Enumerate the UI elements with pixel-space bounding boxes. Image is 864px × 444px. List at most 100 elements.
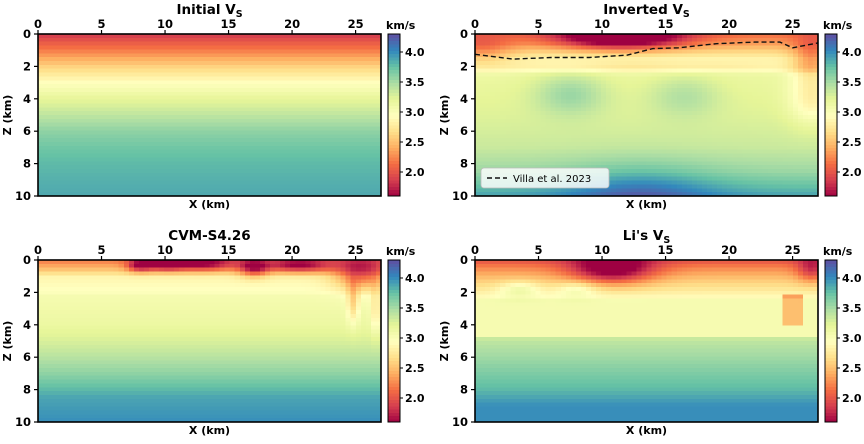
heatmap-cell	[707, 38, 713, 42]
heatmap-cell	[73, 157, 79, 161]
heatmap-cell	[641, 130, 647, 134]
heatmap-cell	[270, 57, 276, 61]
heatmap-cell	[88, 184, 94, 188]
heatmap-cell	[139, 46, 145, 50]
heatmap-cell	[88, 134, 94, 138]
heatmap-cell	[104, 188, 110, 192]
heatmap-cell	[541, 119, 547, 123]
heatmap-cell	[260, 111, 266, 115]
heatmap-cell	[139, 53, 145, 57]
heatmap-cell	[204, 38, 210, 42]
heatmap-cell	[250, 111, 256, 115]
heatmap-cell	[336, 96, 342, 100]
heatmap-cell	[485, 115, 491, 119]
heatmap-cell	[104, 115, 110, 119]
heatmap-cell	[38, 146, 44, 150]
heatmap-cell	[571, 84, 577, 88]
heatmap-cell	[310, 92, 316, 96]
heatmap-cell	[169, 161, 175, 165]
heatmap-cell	[326, 184, 332, 188]
heatmap-cell	[475, 134, 481, 138]
heatmap-cell	[641, 142, 647, 146]
heatmap-cell	[808, 100, 814, 104]
heatmap-cell	[260, 173, 266, 177]
heatmap-cell	[290, 69, 296, 73]
heatmap-cell	[139, 80, 145, 84]
heatmap-cell	[361, 46, 367, 50]
heatmap-cell	[230, 134, 236, 138]
heatmap-cell	[204, 100, 210, 104]
heatmap-cell	[194, 65, 200, 69]
heatmap-cell	[475, 57, 481, 61]
heatmap-cell	[763, 127, 769, 131]
heatmap-cell	[129, 150, 135, 154]
heatmap-cell	[275, 92, 281, 96]
heatmap-cell	[68, 142, 74, 146]
heatmap-cell	[114, 42, 120, 46]
heatmap-cell	[210, 146, 216, 150]
heatmap-cell	[164, 134, 170, 138]
heatmap-cell	[351, 69, 357, 73]
heatmap-cell	[712, 146, 718, 150]
heatmap-cell	[88, 181, 94, 185]
heatmap-cell	[647, 92, 653, 96]
heatmap-cell	[129, 169, 135, 173]
heatmap-cell	[626, 100, 632, 104]
heatmap-cell	[255, 123, 261, 127]
heatmap-cell	[636, 115, 642, 119]
heatmap-cell	[662, 57, 668, 61]
heatmap-cell	[260, 169, 266, 173]
heatmap-cell	[747, 73, 753, 77]
heatmap-cell	[742, 103, 748, 107]
heatmap-cell	[601, 61, 607, 65]
heatmap-cell	[356, 84, 362, 88]
heatmap-cell	[778, 96, 784, 100]
heatmap-cell	[692, 96, 698, 100]
heatmap-cell	[305, 96, 311, 100]
heatmap-cell	[129, 38, 135, 42]
heatmap-cell	[149, 127, 155, 131]
heatmap-cell	[119, 146, 125, 150]
heatmap-cell	[194, 100, 200, 104]
heatmap-cell	[310, 49, 316, 53]
heatmap-cell	[169, 150, 175, 154]
heatmap-cell	[230, 157, 236, 161]
heatmap-cell	[546, 73, 552, 77]
heatmap-cell	[78, 165, 84, 169]
x-tick-label: 20	[284, 17, 300, 31]
heatmap-cell	[245, 76, 251, 80]
heatmap-cell	[154, 138, 160, 142]
heatmap-cell	[702, 76, 708, 80]
heatmap-cell	[331, 107, 337, 111]
heatmap-cell	[63, 69, 69, 73]
heatmap-cell	[315, 92, 321, 96]
heatmap-cell	[58, 88, 64, 92]
heatmap-cell	[320, 69, 326, 73]
heatmap-cell	[341, 65, 347, 69]
heatmap-cell	[104, 103, 110, 107]
heatmap-cell	[702, 115, 708, 119]
heatmap-cell	[475, 84, 481, 88]
heatmap-cell	[566, 88, 572, 92]
heatmap-cell	[310, 100, 316, 104]
heatmap-cell	[371, 53, 377, 57]
heatmap-cell	[119, 154, 125, 158]
heatmap-cell	[250, 127, 256, 131]
heatmap-cell	[667, 146, 673, 150]
heatmap-cell	[199, 150, 205, 154]
heatmap-cell	[93, 73, 99, 77]
heatmap-cell	[48, 100, 54, 104]
heatmap-cell	[270, 69, 276, 73]
heatmap-cell	[616, 138, 622, 142]
heatmap-cell	[159, 103, 165, 107]
heatmap-cell	[199, 119, 205, 123]
heatmap-cell	[596, 65, 602, 69]
heatmap-cell	[757, 69, 763, 73]
heatmap-cell	[43, 111, 49, 115]
heatmap-cell	[114, 142, 120, 146]
heatmap-cell	[184, 154, 190, 158]
heatmap-cell	[174, 123, 180, 127]
heatmap-cell	[591, 76, 597, 80]
heatmap-cell	[124, 88, 130, 92]
heatmap-cell	[737, 115, 743, 119]
